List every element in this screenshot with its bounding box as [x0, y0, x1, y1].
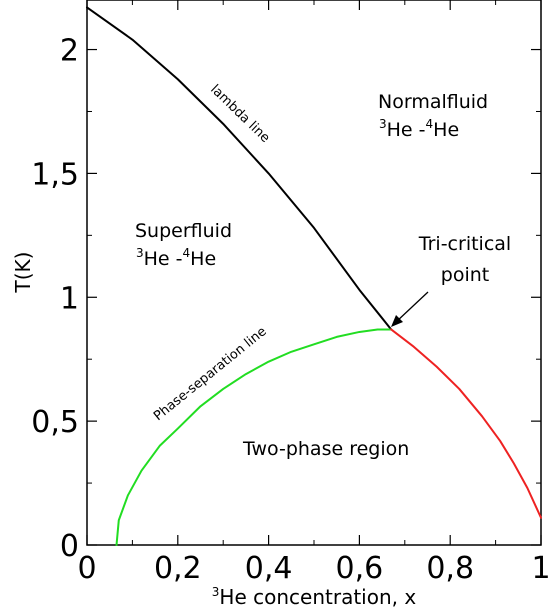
- normalfluid-label: Normalfluid: [378, 91, 488, 113]
- x-tick-label: 1: [531, 551, 550, 586]
- tri-critical-label-point: point: [441, 264, 489, 286]
- series-group: [86, 6, 542, 546]
- y-tick-label: 1: [60, 281, 79, 316]
- y-tick-label: 2: [60, 34, 79, 69]
- x-tick-label: 0,2: [154, 551, 202, 586]
- normalfluid-composition-label: 3He -4He: [379, 117, 459, 141]
- y-tick-label: 0,5: [31, 405, 79, 440]
- x-tick-label: 0,4: [245, 551, 293, 586]
- x-axis-title: 3He concentration, x: [212, 585, 417, 609]
- axis-tick-labels: 0 0,2 0,4 0,6 0,8 1 0 0,5 1 1,5 2: [31, 34, 550, 586]
- axis-ticks: [86, 0, 542, 546]
- superfluid-composition-label: 3He -4He: [136, 246, 216, 270]
- lambda-line: [86, 6, 393, 331]
- lambda-line-label: lambda line: [207, 82, 272, 146]
- red-line: [390, 328, 542, 519]
- y-axis-title: T(K): [11, 252, 35, 294]
- y-tick-label: 1,5: [31, 157, 79, 192]
- superfluid-label: Superfluid: [135, 220, 232, 242]
- y-tick-label: 0: [60, 529, 79, 564]
- phase-separation-line-label: Phase-separation line: [151, 324, 269, 424]
- tri-critical-label: Tri-critical: [418, 233, 511, 255]
- tri-critical-arrow: [391, 291, 429, 327]
- separation-line: [115, 328, 393, 546]
- x-tick-label: 0,8: [426, 551, 474, 586]
- x-tick-label: 0,6: [336, 551, 384, 586]
- x-tick-label: 0: [77, 551, 96, 586]
- two-phase-region-label: Two-phase region: [242, 438, 409, 460]
